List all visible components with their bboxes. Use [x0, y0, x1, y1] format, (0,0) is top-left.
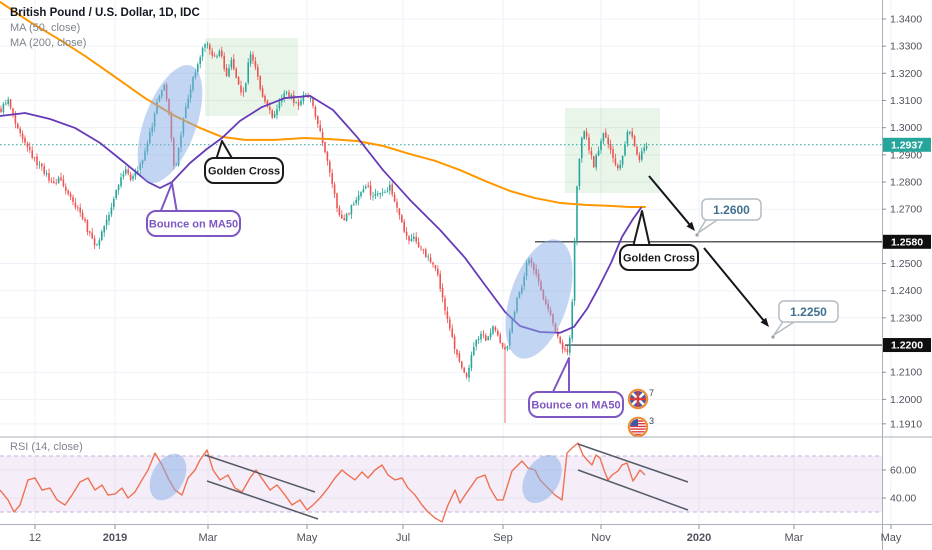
- annotation-label: Bounce on MA50: [531, 400, 620, 412]
- bounce-ma50-1[interactable]: Bounce on MA50: [146, 182, 241, 237]
- time-tick-label: Nov: [591, 532, 611, 544]
- price-tick-label: 1.1910: [890, 418, 922, 430]
- time-tick-label: May: [297, 532, 318, 544]
- target-12600[interactable]: 1.2600: [695, 198, 762, 237]
- trendline[interactable]: [577, 469, 689, 511]
- time-tick-label: Mar: [199, 532, 218, 544]
- ma50-line: [0, 94, 642, 334]
- event-icon-usd[interactable]: 3: [627, 416, 654, 438]
- svg-text:1.2580: 1.2580: [891, 236, 923, 248]
- golden-cross-1[interactable]: Golden Cross: [204, 140, 284, 184]
- time-tick-label: 2020: [687, 532, 711, 544]
- time-tick-label: 12: [29, 532, 41, 544]
- symbol-title[interactable]: British Pound / U.S. Dollar, 1D, IDC: [10, 7, 200, 19]
- level-price-label: 1.2200: [883, 338, 931, 353]
- annotation-label: Golden Cross: [623, 253, 695, 265]
- highlight-ellipse[interactable]: [142, 447, 194, 506]
- ma50-legend[interactable]: MA (50, close): [10, 22, 81, 34]
- trendline[interactable]: [206, 480, 319, 520]
- price-tick-label: 1.2100: [890, 367, 922, 379]
- time-tick-label: 2019: [103, 532, 127, 544]
- rsi-band: [0, 455, 882, 513]
- svg-text:1.2200: 1.2200: [891, 340, 923, 352]
- price-tick-label: 1.3100: [890, 95, 922, 107]
- svg-text:1.2937: 1.2937: [891, 139, 923, 151]
- time-axis[interactable]: 12 2019 Mar May Jul Sep Nov 2020 Mar May: [29, 525, 902, 544]
- time-tick-label: Jul: [396, 532, 410, 544]
- price-tick-label: 1.3200: [890, 68, 922, 80]
- time-tick-label: May: [881, 532, 902, 544]
- event-count: 7: [649, 388, 654, 398]
- current-price-label: 1.2937: [883, 137, 931, 152]
- time-tick-label: Sep: [493, 532, 513, 544]
- highlight-box[interactable]: [205, 38, 298, 116]
- rsi-legend[interactable]: RSI (14, close): [10, 441, 83, 453]
- price-tick-label: 1.2500: [890, 258, 922, 270]
- price-tick-label: 1.2800: [890, 177, 922, 189]
- event-icon-gbp[interactable]: 7: [627, 388, 654, 410]
- arrow[interactable]: [703, 247, 769, 327]
- price-tick-label: 1.3300: [890, 41, 922, 53]
- rsi-line: [0, 442, 646, 523]
- highlight-ellipse[interactable]: [124, 57, 215, 191]
- ma200-legend[interactable]: MA (200, close): [10, 37, 87, 49]
- price-target-label: 1.2600: [713, 203, 750, 217]
- highlight-ellipse[interactable]: [492, 231, 585, 367]
- price-tick-label: 1.2400: [890, 285, 922, 297]
- price-target-label: 1.2250: [790, 305, 827, 319]
- price-tick-label: 1.2700: [890, 204, 922, 216]
- trendline[interactable]: [577, 443, 689, 483]
- rsi-axis[interactable]: 60.00 40.00: [882, 465, 916, 505]
- price-tick-label: 1.2000: [890, 394, 922, 406]
- candles: [0, 41, 648, 424]
- rsi-tick-label: 60.00: [890, 465, 916, 477]
- time-tick-label: Mar: [785, 532, 804, 544]
- bounce-ma50-2[interactable]: Bounce on MA50: [528, 357, 624, 418]
- event-count: 3: [649, 416, 654, 426]
- price-tick-label: 1.3000: [890, 122, 922, 134]
- price-tick-label: 1.3400: [890, 14, 922, 26]
- arrow[interactable]: [648, 175, 695, 231]
- target-12250[interactable]: 1.2250: [771, 300, 839, 339]
- price-tick-label: 1.2300: [890, 312, 922, 324]
- trendline[interactable]: [204, 454, 316, 493]
- rsi-tick-label: 40.00: [890, 493, 916, 505]
- annotation-label: Bounce on MA50: [149, 219, 238, 231]
- annotation-label: Golden Cross: [208, 166, 280, 178]
- price-tick-label: 1.2900: [890, 149, 922, 161]
- ma200-line: [0, 0, 646, 209]
- price-axis[interactable]: 1.3400 1.3300 1.3200 1.3100 1.3000 1.2900 1.28…: [882, 14, 931, 431]
- level-price-label: 1.2580: [883, 234, 931, 249]
- golden-cross-2[interactable]: Golden Cross: [619, 210, 699, 271]
- grid: [0, 0, 892, 524]
- chart-legend: British Pound / U.S. Dollar, 1D, IDC MA …: [10, 6, 200, 51]
- highlight-ellipse[interactable]: [514, 448, 569, 510]
